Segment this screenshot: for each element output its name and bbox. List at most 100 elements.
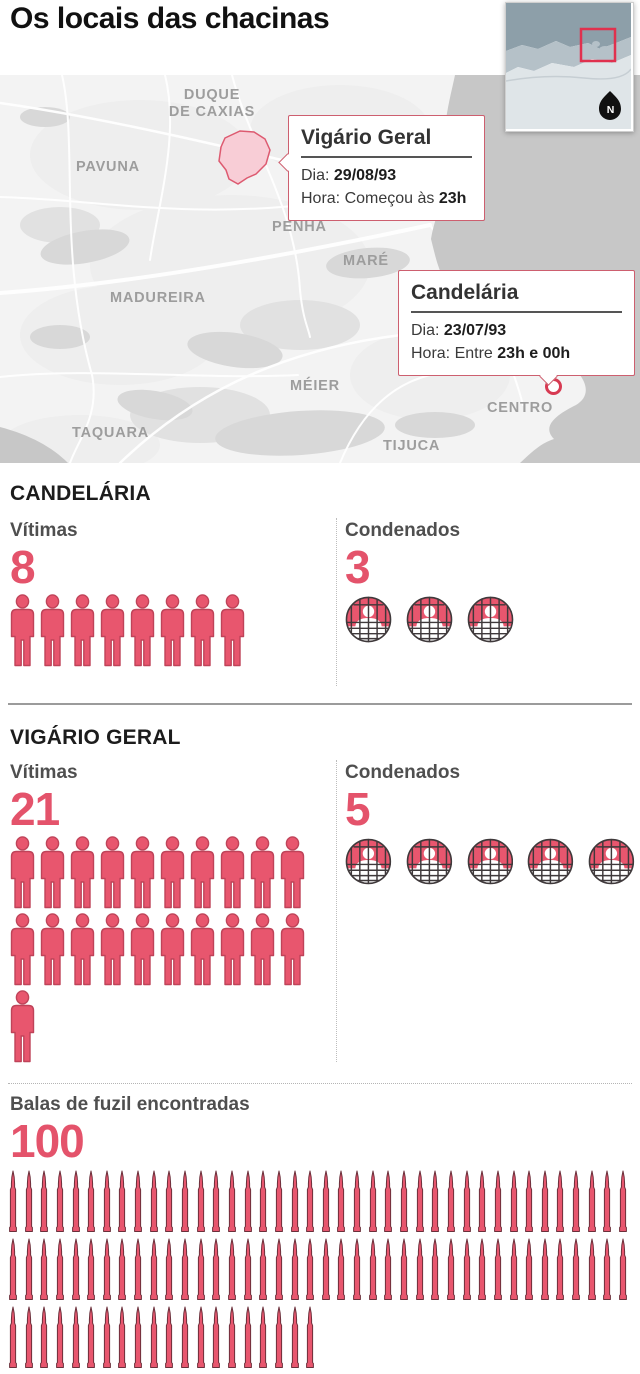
rifle-bullet-icon (619, 1170, 627, 1232)
rifle-bullet-icon (509, 1238, 518, 1300)
convicted-count: 3 (345, 541, 371, 593)
column-divider (336, 518, 337, 686)
rifle-bullet-icon (478, 1238, 487, 1300)
time-value: 23h e 00h (497, 345, 571, 362)
person-icon (40, 594, 65, 667)
bullets-pictograph (8, 1170, 636, 1369)
vigario-geral-highlight (218, 130, 271, 185)
rifle-bullet-icon (462, 1238, 471, 1300)
victims-count: 8 (10, 541, 36, 593)
column-divider (336, 760, 337, 1062)
rifle-bullet-icon (415, 1170, 424, 1232)
time-label: Hora: Começou às (301, 190, 435, 207)
rifle-bullet-icon (228, 1238, 236, 1300)
map-label-tijuca: TIJUCA (383, 438, 441, 454)
rifle-bullet-icon (572, 1238, 580, 1300)
rifle-bullet-icon (400, 1170, 408, 1232)
rifle-bullet-icon (134, 1238, 143, 1300)
rifle-bullet-icon (118, 1238, 127, 1300)
candelaria-callout: Candelária Dia: 23/07/93 Hora: Entre 23h… (398, 270, 635, 386)
date-label: Dia: (301, 167, 330, 184)
convicted-label: Condenados (345, 762, 461, 783)
rifle-bullet-icon (462, 1170, 471, 1232)
rifle-bullet-icon (87, 1170, 96, 1232)
prisoner-behind-bars-icon (406, 596, 453, 643)
rifle-bullet-icon (587, 1238, 596, 1300)
person-icon (10, 990, 35, 1063)
rifle-bullet-icon (290, 1306, 299, 1368)
rifle-bullet-icon (87, 1238, 96, 1300)
rifle-bullet-icon (212, 1238, 221, 1300)
rifle-bullet-icon (478, 1170, 487, 1232)
rifle-bullet-icon (431, 1170, 440, 1232)
rifle-bullet-icon (212, 1306, 221, 1368)
person-icon (190, 836, 215, 909)
rifle-bullet-icon (384, 1170, 393, 1232)
person-icon (160, 836, 185, 909)
person-icon (70, 913, 95, 986)
person-icon (130, 594, 155, 667)
person-icon (40, 836, 65, 909)
rifle-bullet-icon (40, 1170, 49, 1232)
rifle-bullet-icon (165, 1170, 174, 1232)
person-icon (100, 913, 125, 986)
date-value: 23/07/93 (443, 322, 507, 339)
person-icon (100, 594, 125, 667)
rifle-bullet-icon (243, 1306, 252, 1368)
rifle-bullet-icon (71, 1170, 80, 1232)
callout-title: Candelária (411, 281, 519, 304)
rifle-bullet-icon (540, 1170, 549, 1232)
rifle-bullet-icon (619, 1238, 627, 1300)
rifle-bullet-icon (40, 1238, 49, 1300)
rifle-bullet-icon (196, 1306, 205, 1368)
inset-focus-rectangle (579, 27, 617, 63)
rifle-bullet-icon (118, 1306, 127, 1368)
rifle-bullet-icon (118, 1170, 127, 1232)
prisoner-behind-bars-icon (527, 838, 575, 885)
rifle-bullet-icon (572, 1170, 580, 1232)
rifle-bullet-icon (165, 1306, 174, 1368)
person-icon (100, 836, 125, 909)
person-icon (70, 594, 95, 667)
rifle-bullet-icon (493, 1170, 502, 1232)
rifle-bullet-icon (212, 1170, 221, 1232)
person-icon (10, 594, 35, 667)
map-label-mare: MARÉ (343, 253, 389, 269)
rifle-bullet-icon (274, 1238, 283, 1300)
candelaria-victims-block: Vítimas 8 (10, 520, 332, 668)
section-heading-vigario-geral: VIGÁRIO GERAL (10, 726, 181, 749)
person-icon (250, 913, 275, 986)
rifle-bullet-icon (56, 1170, 64, 1232)
prisoner-behind-bars-icon (345, 596, 392, 643)
rifle-bullet-icon (9, 1170, 17, 1232)
person-icon (130, 913, 155, 986)
inset-overview-map: N (505, 2, 634, 132)
callout-date-line: Dia: 23/07/93 (411, 319, 622, 342)
rifle-bullet-icon (228, 1170, 236, 1232)
section-divider (8, 703, 632, 705)
callout-time-line: Hora: Começou às 23h (301, 187, 472, 210)
bullets-label: Balas de fuzil encontradas (10, 1094, 250, 1115)
rifle-bullet-icon (181, 1306, 189, 1368)
rifle-bullet-icon (102, 1306, 111, 1368)
person-icon (280, 836, 305, 909)
rifle-bullet-icon (259, 1238, 268, 1300)
map-label-taquara: TAQUARA (72, 425, 150, 441)
prisoner-behind-bars-icon (467, 596, 514, 643)
victims-label: Vítimas (10, 762, 78, 783)
convicted-count: 5 (345, 783, 371, 835)
bullets-count: 100 (10, 1115, 85, 1167)
rifle-bullet-icon (87, 1306, 96, 1368)
water-corner (0, 427, 68, 463)
person-icon (190, 913, 215, 986)
rifle-bullet-icon (9, 1238, 17, 1300)
rifle-bullet-icon (415, 1238, 424, 1300)
rifle-bullet-icon (24, 1238, 33, 1300)
rifle-bullet-icon (290, 1170, 299, 1232)
victims-count: 21 (10, 783, 60, 835)
rifle-bullet-icon (447, 1170, 455, 1232)
rifle-bullet-icon (603, 1170, 612, 1232)
callout-divider (411, 311, 622, 313)
person-icon (160, 913, 185, 986)
